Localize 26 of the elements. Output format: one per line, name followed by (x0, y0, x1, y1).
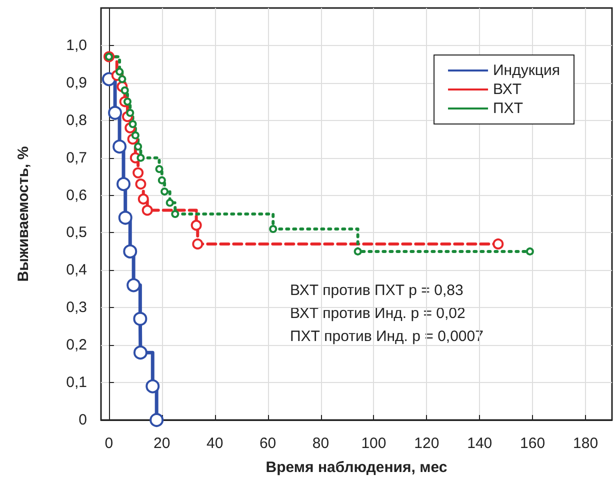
legend-label: ПХТ (493, 100, 523, 117)
y-tick-label: 0,5 (66, 224, 87, 242)
y-tick-label: 0,3 (66, 299, 87, 316)
legend-label: ВХТ (493, 81, 522, 98)
x-tick-label: 20 (154, 435, 170, 452)
x-tick-label: 40 (206, 435, 224, 452)
y-tick-label: 0,6 (66, 186, 87, 204)
y-tick-label: 0,8 (66, 112, 87, 129)
x-tick-label: 100 (361, 435, 386, 452)
x-tick-label: 120 (414, 435, 440, 452)
x-tick-label: 160 (520, 435, 546, 452)
x-tick-label: 180 (573, 435, 598, 452)
x-tick-label: 60 (259, 435, 276, 452)
y-tick-label: 0,9 (66, 74, 87, 92)
y-tick-label: 0 (78, 412, 87, 428)
x-tick-label: 80 (312, 435, 330, 452)
y-tick-label: 0,1 (66, 374, 87, 392)
y-tick-label: 1,0 (66, 36, 87, 54)
legend-label: Индукция (493, 62, 560, 79)
y-tick-label: 0,2 (66, 336, 87, 354)
y-axis-title: Выживаемость, % (15, 146, 32, 282)
x-tick-label: 0 (104, 435, 114, 452)
x-tick-label: 140 (467, 435, 492, 452)
y-tick-label: 0,4 (66, 262, 87, 279)
x-axis-title: Время наблюдения, мес (266, 459, 448, 476)
y-tick-label: 0,7 (66, 149, 87, 166)
